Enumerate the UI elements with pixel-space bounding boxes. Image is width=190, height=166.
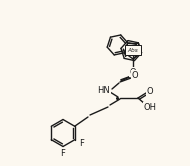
FancyBboxPatch shape bbox=[125, 45, 141, 55]
Text: F: F bbox=[79, 139, 84, 148]
Text: O: O bbox=[147, 86, 153, 95]
Text: O: O bbox=[132, 71, 138, 80]
Text: HN: HN bbox=[98, 85, 110, 94]
Text: Abs: Abs bbox=[128, 47, 138, 52]
Text: F: F bbox=[61, 150, 65, 159]
Text: OH: OH bbox=[143, 102, 157, 112]
Text: O: O bbox=[130, 68, 136, 77]
